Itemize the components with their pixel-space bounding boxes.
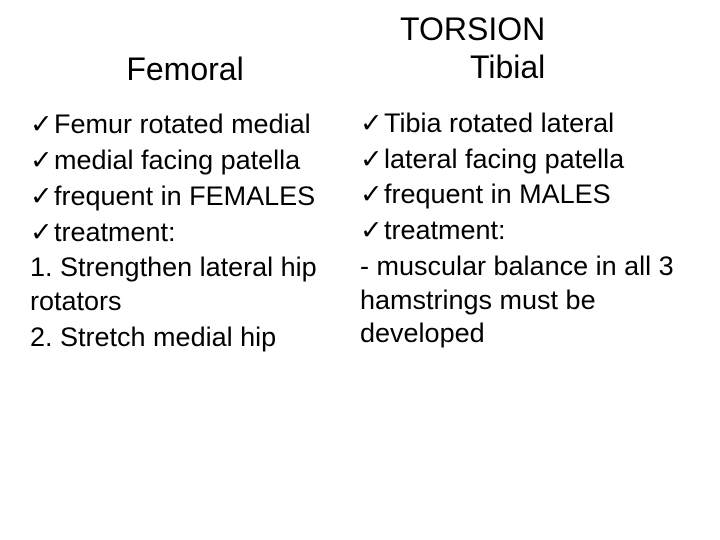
right-items: ✓Tibia rotated lateral✓lateral facing pa… (360, 107, 700, 351)
right-column: TORSION Tibial ✓Tibia rotated lateral✓la… (360, 0, 720, 540)
item-text: Tibia rotated lateral (384, 107, 700, 141)
list-item: 1. Strengthen lateral hip rotators (30, 251, 340, 319)
list-item: ✓Femur rotated medial (30, 108, 340, 142)
item-text: 1. Strengthen lateral hip rotators (30, 251, 340, 319)
item-text: - muscular balance in all 3 hamstrings m… (360, 250, 700, 351)
list-item: 2. Stretch medial hip (30, 321, 340, 355)
left-heading: Femoral (30, 10, 340, 88)
list-item: ✓frequent in MALES (360, 178, 700, 212)
left-items: ✓Femur rotated medial✓medial facing pate… (30, 108, 340, 354)
list-item: ✓medial facing patella (30, 144, 340, 178)
list-item: ✓treatment: (30, 216, 340, 250)
list-item: ✓lateral facing patella (360, 143, 700, 177)
left-column: Femoral ✓Femur rotated medial✓medial fac… (0, 0, 360, 540)
checkmark-icon: ✓ (30, 216, 54, 250)
list-item: - muscular balance in all 3 hamstrings m… (360, 250, 700, 351)
checkmark-icon: ✓ (360, 214, 384, 248)
checkmark-icon: ✓ (360, 178, 384, 212)
list-item: ✓Tibia rotated lateral (360, 107, 700, 141)
item-text: Femur rotated medial (54, 108, 340, 142)
checkmark-icon: ✓ (360, 107, 384, 141)
main-title: TORSION (400, 10, 700, 48)
checkmark-icon: ✓ (30, 180, 54, 214)
item-text: 2. Stretch medial hip (30, 321, 340, 355)
checkmark-icon: ✓ (30, 108, 54, 142)
item-text: frequent in MALES (384, 178, 700, 212)
checkmark-icon: ✓ (360, 143, 384, 177)
slide: Femoral ✓Femur rotated medial✓medial fac… (0, 0, 720, 540)
item-text: lateral facing patella (384, 143, 700, 177)
checkmark-icon: ✓ (30, 144, 54, 178)
item-text: medial facing patella (54, 144, 340, 178)
item-text: frequent in FEMALES (54, 180, 340, 214)
item-text: treatment: (54, 216, 340, 250)
right-subheading: Tibial (400, 48, 700, 86)
list-item: ✓frequent in FEMALES (30, 180, 340, 214)
list-item: ✓treatment: (360, 214, 700, 248)
item-text: treatment: (384, 214, 700, 248)
right-heading: TORSION Tibial (360, 10, 700, 87)
